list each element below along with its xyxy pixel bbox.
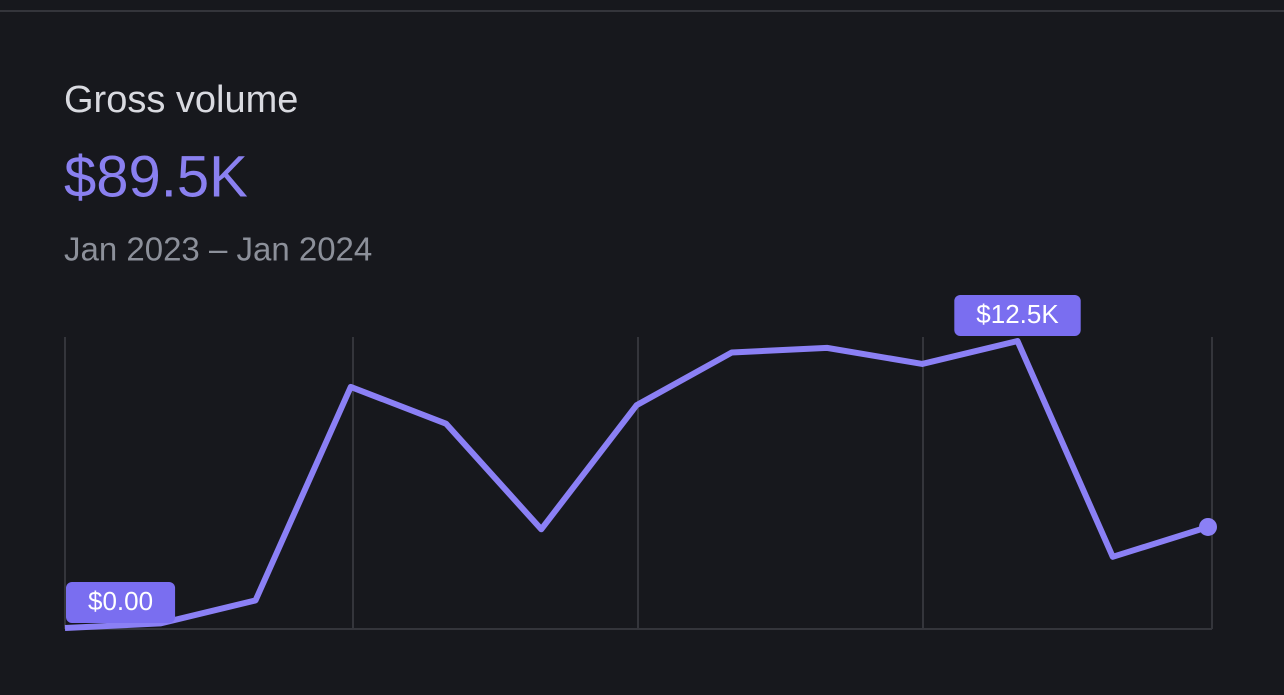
widget-title: Gross volume xyxy=(64,79,298,121)
badge-bg xyxy=(954,295,1081,336)
total-value: $89.5K xyxy=(64,144,248,209)
value-badge: $12.5K xyxy=(954,295,1081,336)
badge-bg xyxy=(66,582,176,623)
end-point xyxy=(1199,517,1217,536)
value-label: $12.5K xyxy=(976,299,1059,329)
value-label: $0.00 xyxy=(88,586,153,616)
value-badge: $0.00 xyxy=(66,582,176,623)
period: Jan 2023 – Jan 2024 xyxy=(64,231,372,268)
line xyxy=(64,338,1209,631)
